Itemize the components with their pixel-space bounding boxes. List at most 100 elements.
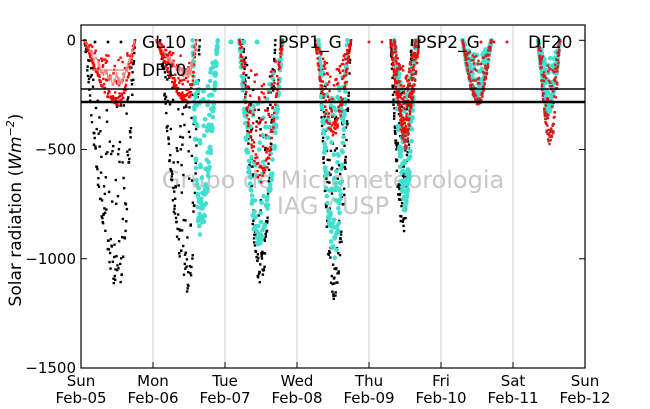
point-df20 — [242, 71, 246, 75]
point-df20 — [271, 130, 274, 133]
point-gl10 — [121, 161, 124, 164]
point-gl10 — [272, 84, 275, 88]
point-df20 — [193, 52, 197, 56]
point-df20 — [328, 90, 331, 93]
point-gl10 — [192, 210, 195, 213]
point-psp1-g — [270, 76, 276, 81]
point-df20 — [121, 92, 124, 95]
point-gl10 — [107, 248, 110, 251]
point-df20 — [94, 49, 97, 52]
point-df20 — [399, 111, 402, 114]
point-df20 — [340, 103, 344, 106]
point-df20 — [193, 56, 197, 59]
point-psp1-g — [259, 234, 265, 240]
point-gl10 — [347, 94, 350, 97]
point-gl10 — [95, 165, 99, 169]
point-df20 — [178, 79, 182, 82]
point-gl10 — [102, 212, 105, 216]
x-tick-label-date: Feb-07 — [199, 389, 250, 407]
point-psp2-g — [557, 45, 560, 48]
point-psp2-g — [410, 92, 414, 96]
point-psp2-g — [408, 62, 412, 66]
point-df20 — [278, 66, 281, 69]
point-gl10 — [188, 177, 191, 180]
point-psp1-g — [338, 105, 344, 111]
point-psp1-g — [207, 164, 212, 170]
point-gl10 — [335, 267, 338, 270]
x-tick-label-day: Sun — [571, 372, 600, 390]
point-df20 — [254, 153, 257, 156]
point-psp1-g — [542, 56, 547, 62]
point-df20 — [318, 48, 321, 51]
point-psp2-g — [408, 124, 411, 127]
point-gl10 — [113, 243, 116, 246]
point-df20 — [397, 92, 400, 95]
point-gl10 — [165, 126, 168, 129]
point-df20 — [330, 124, 334, 127]
point-df20 — [127, 75, 130, 78]
point-psp2-g — [553, 115, 556, 119]
grid-lines — [152, 25, 514, 368]
point-df20 — [125, 79, 128, 82]
point-df20 — [395, 91, 399, 94]
point-df20 — [114, 91, 117, 94]
point-gl10 — [116, 195, 120, 198]
point-psp2-g — [471, 91, 475, 94]
point-gl10 — [272, 89, 275, 92]
point-df20 — [169, 71, 173, 74]
point-gl10 — [257, 214, 260, 217]
point-psp1-g — [196, 223, 202, 229]
point-gl10 — [88, 59, 91, 62]
point-gl10 — [256, 276, 260, 279]
point-psp2-g — [467, 52, 470, 55]
point-psp2-g — [398, 64, 401, 67]
point-df20 — [112, 97, 115, 101]
point-psp1-g — [252, 198, 258, 203]
watermark-line2: IAG / USP — [277, 192, 389, 220]
point-gl10 — [246, 129, 249, 133]
point-psp2-g — [483, 83, 486, 86]
point-df20 — [407, 84, 410, 87]
point-gl10 — [122, 176, 125, 180]
point-gl10 — [340, 195, 344, 199]
point-gl10 — [255, 255, 258, 259]
point-gl10 — [393, 90, 396, 94]
point-gl10 — [399, 219, 402, 223]
point-psp2-g — [470, 70, 473, 73]
point-psp2-g — [468, 74, 471, 78]
point-psp1-g — [397, 71, 402, 77]
point-psp2-g — [541, 98, 545, 101]
point-gl10 — [392, 98, 395, 101]
point-df20 — [404, 126, 407, 129]
point-df20 — [326, 73, 329, 76]
point-psp1-g — [213, 70, 219, 76]
point-gl10 — [187, 284, 190, 287]
point-gl10 — [343, 193, 346, 197]
point-psp1-g — [321, 120, 327, 126]
point-gl10 — [99, 197, 102, 201]
point-df20 — [254, 129, 258, 132]
point-df20 — [130, 61, 133, 64]
point-gl10 — [390, 55, 393, 58]
point-psp1-g — [402, 208, 408, 213]
point-df20 — [239, 43, 242, 46]
point-gl10 — [336, 177, 339, 180]
point-df20 — [124, 83, 128, 87]
point-psp2-g — [465, 62, 468, 65]
point-df20 — [122, 96, 125, 100]
point-gl10 — [182, 218, 185, 222]
point-gl10 — [85, 49, 89, 53]
point-df20 — [404, 76, 407, 79]
point-df20 — [264, 109, 267, 112]
point-df20 — [274, 103, 277, 106]
point-df20 — [341, 58, 345, 62]
point-df20 — [164, 60, 167, 64]
point-df20 — [161, 53, 164, 57]
point-psp2-g — [547, 113, 550, 117]
point-psp2-g — [553, 77, 557, 80]
point-gl10 — [257, 272, 261, 276]
point-df20 — [117, 104, 120, 107]
point-gl10 — [129, 127, 133, 130]
point-gl10 — [337, 164, 341, 167]
point-psp1-g — [267, 125, 272, 130]
